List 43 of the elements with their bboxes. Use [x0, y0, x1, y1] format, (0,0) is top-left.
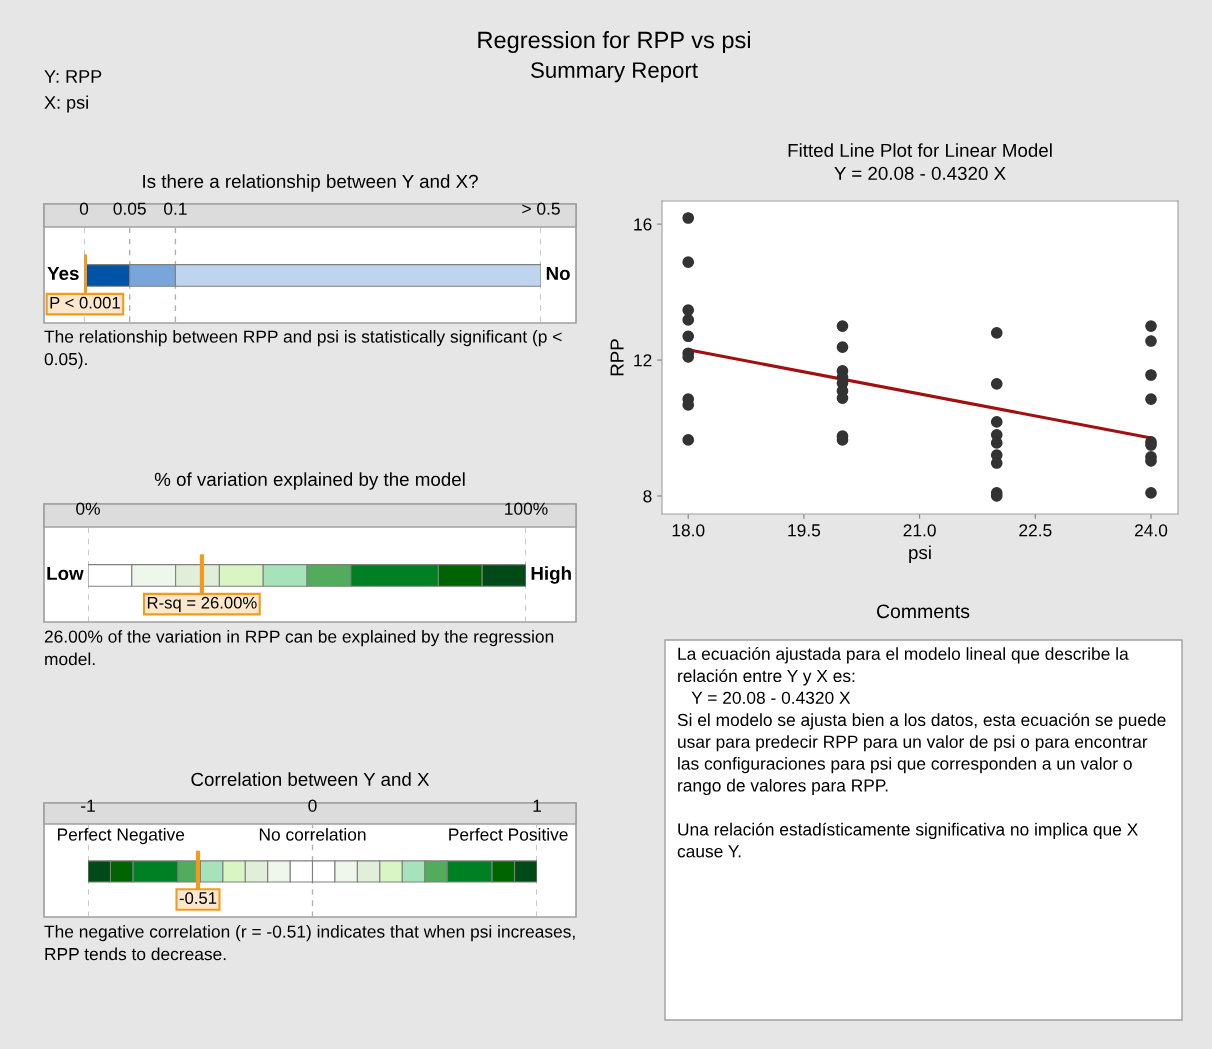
ref-line-label: P < 0.001	[50, 296, 120, 309]
y-axis-title: RPP	[610, 339, 624, 376]
annotation: Perfect Negative	[57, 827, 185, 845]
x-tick-label: 100%	[505, 502, 548, 515]
x-tick-label: 18.0	[672, 524, 705, 537]
ref-line-label: R-sq = 26.00%	[147, 596, 257, 612]
x-tick-label: > 0.5	[522, 202, 560, 215]
text: La ecuación ajustada para el modelo lineal que describe la relación entre Y y X es: Y = 20.08 - 0.4320 X Si el modelo se ajusta bien a los datos, esta ecuación se puede usar para predecir RPP para un valor de psi o para encontrar las configuraciones para psi que corresponden a un valor o rango de valores para RPP. Una relación estadísticamente significativa no implica que X cause Y.	[677, 647, 1166, 858]
y-tick-label: 12	[634, 354, 652, 367]
x-tick-label: 22.5	[1019, 524, 1052, 537]
chart-title: % of variation explained by the model	[154, 472, 465, 490]
x-tick-label: 24.0	[1134, 524, 1168, 537]
x-tick-label: 19.5	[788, 524, 821, 537]
text: Y: RPP	[44, 70, 102, 83]
y-tick-label: 16	[634, 218, 652, 231]
text: Summary Report	[531, 62, 698, 83]
text: High	[531, 566, 571, 584]
x-tick-label: 1	[533, 799, 541, 812]
text: No	[546, 266, 570, 281]
chart-title: Fitted Line Plot for Linear Model	[788, 143, 1052, 158]
chart-title: Correlation between Y and X	[191, 772, 430, 787]
text: Low	[47, 566, 84, 581]
x-tick-label: 0.1	[164, 202, 187, 215]
text: Yes	[47, 266, 79, 281]
annotation: Perfect Positive	[449, 827, 568, 841]
x-axis-title: psi	[909, 545, 931, 563]
text: The relationship between RPP and psi is statistically significant (p < 0.05).	[44, 330, 562, 369]
x-tick-label: 0%	[76, 502, 100, 515]
text: 26.00% of the variation in RPP can be explained by the regression model.	[44, 630, 554, 666]
x-tick-label: -1	[81, 799, 95, 812]
ref-line-label: -0.51	[179, 892, 217, 904]
text: X: psi	[44, 95, 88, 113]
x-tick-label: 21.0	[903, 524, 936, 537]
text: Comments	[876, 604, 970, 619]
annotation: No correlation	[259, 827, 366, 841]
chart-subtitle: Y = 20.08 - 0.4320 X	[834, 166, 1006, 181]
text: Regression for RPP vs psi	[478, 31, 750, 53]
x-tick-label: 0	[79, 202, 89, 215]
y-tick-label: 8	[643, 490, 652, 503]
text: The negative correlation (r = -0.51) indicates that when psi increases, RPP tends to decrease.	[44, 925, 575, 961]
x-tick-label: 0.05	[113, 202, 146, 215]
x-tick-label: 0	[308, 799, 317, 812]
chart-title: Is there a relationship between Y and X?	[143, 174, 478, 192]
